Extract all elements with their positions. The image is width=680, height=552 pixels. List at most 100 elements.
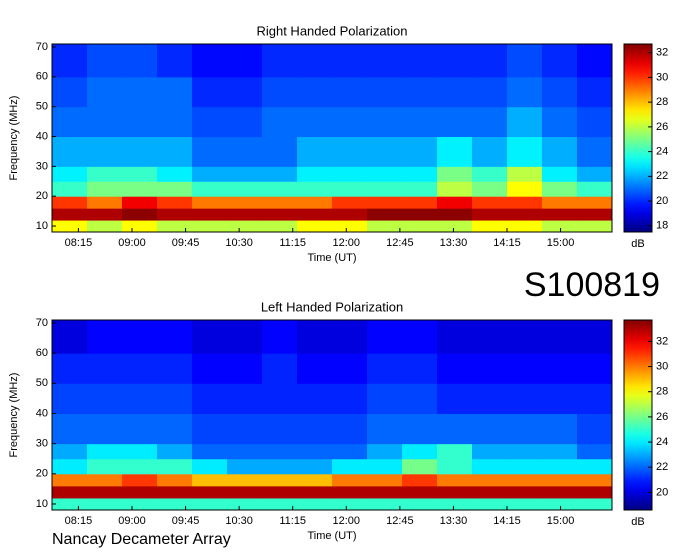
heat-cell — [122, 353, 158, 384]
heat-cell — [332, 458, 368, 475]
heat-cell — [402, 106, 438, 138]
heat-cell — [437, 383, 473, 414]
heat-cell — [367, 383, 403, 414]
heat-cell — [332, 473, 368, 487]
heat-cell — [437, 443, 473, 460]
heat-cell — [52, 76, 88, 108]
heat-cell — [437, 497, 473, 511]
heat-cell — [262, 220, 298, 233]
heat-cell — [402, 208, 438, 221]
colorbar-tick-label: 30 — [656, 71, 668, 83]
heat-cell — [52, 458, 88, 475]
heat-cell — [192, 320, 228, 354]
heat-cell — [227, 166, 263, 182]
heat-cell — [437, 181, 473, 197]
heat-cell — [472, 136, 508, 167]
heat-cell — [542, 413, 578, 445]
heat-cell — [122, 44, 158, 78]
y-axis-label: Frequency (MHz) — [8, 373, 20, 458]
heat-cell — [192, 106, 228, 138]
heat-cell — [297, 136, 333, 167]
heat-cell — [437, 485, 473, 499]
heat-cell — [577, 166, 613, 182]
heat-cell — [472, 497, 508, 511]
heat-cell — [52, 166, 88, 182]
heat-cell — [507, 497, 543, 511]
heat-cell — [262, 181, 298, 197]
heat-cell — [472, 44, 508, 78]
heat-cell — [157, 136, 193, 167]
x-tick-label: 14:15 — [493, 515, 521, 527]
heat-cell — [367, 181, 403, 197]
heat-cell — [542, 76, 578, 108]
heat-cell — [367, 473, 403, 487]
heat-cell — [437, 353, 473, 384]
heat-cell — [192, 181, 228, 197]
heat-cell — [472, 208, 508, 221]
heat-cell — [332, 44, 368, 78]
heat-cell — [297, 383, 333, 414]
heat-cell — [367, 497, 403, 511]
y-tick-label: 40 — [36, 407, 48, 419]
x-tick-label: 15:00 — [547, 237, 575, 249]
heat-cell — [122, 136, 158, 167]
heat-cell — [402, 136, 438, 167]
heat-cell — [472, 181, 508, 197]
heat-cell — [87, 320, 123, 354]
heat-cell — [157, 320, 193, 354]
heat-cell — [542, 320, 578, 354]
y-tick-label: 50 — [36, 101, 48, 113]
colorbar-tick-label: 20 — [656, 486, 668, 498]
heat-cell — [507, 353, 543, 384]
heat-cell — [227, 136, 263, 167]
heat-cell — [52, 208, 88, 221]
heat-cell — [367, 413, 403, 445]
x-axis-label: Time (UT) — [307, 252, 356, 264]
heat-cell — [507, 473, 543, 487]
heat-cell — [87, 473, 123, 487]
heat-cell — [157, 220, 193, 233]
heat-cell — [87, 353, 123, 384]
heat-cell — [192, 485, 228, 499]
heat-cell — [157, 181, 193, 197]
heat-cell — [87, 76, 123, 108]
heat-cell — [332, 485, 368, 499]
heat-cell — [472, 106, 508, 138]
heat-cell — [367, 196, 403, 209]
heat-cell — [227, 383, 263, 414]
heat-cell — [332, 497, 368, 511]
heat-cell — [52, 220, 88, 233]
x-tick-label: 10:30 — [225, 237, 253, 249]
heat-cell — [262, 166, 298, 182]
heat-cell — [472, 485, 508, 499]
heat-cell — [367, 106, 403, 138]
heat-cell — [122, 473, 158, 487]
heat-cell — [192, 413, 228, 445]
heat-cell — [402, 497, 438, 511]
x-tick-label: 09:45 — [172, 237, 200, 249]
heat-cell — [122, 497, 158, 511]
heat-cell — [192, 458, 228, 475]
heat-cell — [192, 44, 228, 78]
heat-cell — [52, 383, 88, 414]
heat-cell — [52, 353, 88, 384]
heat-cell — [52, 443, 88, 460]
heat-cell — [437, 44, 473, 78]
heat-cell — [297, 208, 333, 221]
x-axis-label: Time (UT) — [307, 530, 356, 542]
heat-cell — [122, 196, 158, 209]
heat-cell — [332, 383, 368, 414]
heat-cell — [122, 383, 158, 414]
x-tick-label: 12:00 — [333, 237, 361, 249]
heat-cell — [402, 166, 438, 182]
heat-cell — [227, 44, 263, 78]
heat-cell — [402, 76, 438, 108]
heat-cell — [507, 220, 543, 233]
heat-cell — [227, 413, 263, 445]
heat-cell — [437, 413, 473, 445]
heat-cell — [472, 220, 508, 233]
heat-cell — [52, 196, 88, 209]
y-tick-label: 10 — [36, 220, 48, 232]
heat-cell — [262, 383, 298, 414]
heat-cell — [157, 383, 193, 414]
